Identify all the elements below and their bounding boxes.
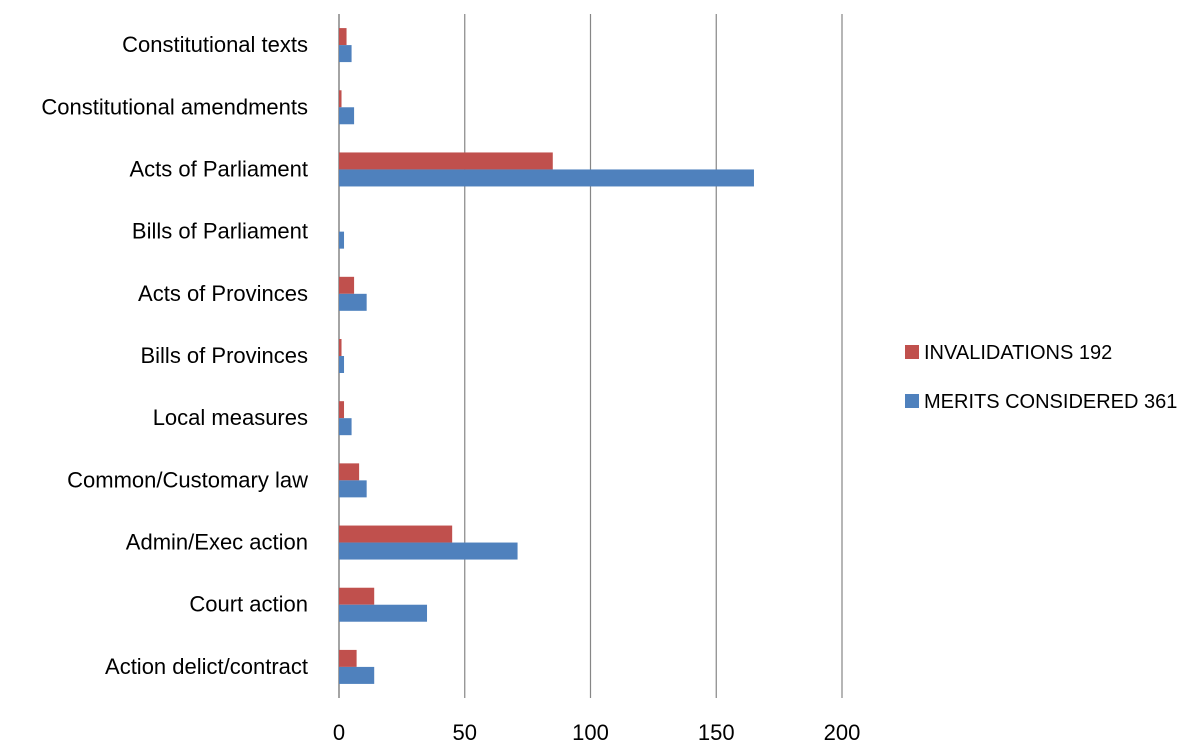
legend-swatch: [905, 345, 919, 359]
category-label: Bills of Provinces: [140, 343, 308, 368]
bar: [339, 356, 345, 373]
bar: [339, 169, 754, 187]
legend-label: INVALIDATIONS 192: [924, 342, 1112, 364]
bar: [339, 587, 375, 605]
bar: [339, 649, 357, 667]
x-tick-label: 200: [824, 720, 861, 744]
category-label: Common/Customary law: [67, 467, 308, 492]
x-tick-label: 50: [453, 720, 477, 744]
category-label: Bills of Parliament: [132, 219, 308, 244]
category-labels: Constitutional texts Constitutional amend…: [41, 32, 308, 679]
x-tick-label: 0: [333, 720, 345, 744]
bar: [339, 604, 428, 622]
bar: [339, 542, 518, 560]
x-tick-labels: 0 50 100 150 200: [333, 720, 860, 744]
bar: [339, 152, 553, 170]
bar: [339, 293, 367, 311]
bar: [339, 276, 355, 294]
category-label: Local measures: [153, 405, 308, 430]
category-label: Court action: [189, 592, 308, 617]
category-label: Constitutional texts: [122, 32, 308, 57]
bar: [339, 666, 375, 684]
bar: [339, 339, 342, 356]
x-tick-label: 150: [698, 720, 735, 744]
bar: [339, 463, 360, 481]
gridlines: [338, 14, 843, 698]
category-label: Acts of Parliament: [129, 156, 308, 181]
bars: [339, 28, 754, 684]
category-label: Admin/Exec action: [126, 530, 308, 555]
bar: [339, 480, 367, 498]
bar: [339, 107, 355, 125]
bar: [339, 28, 347, 46]
bar: [339, 401, 345, 419]
category-label: Constitutional amendments: [41, 94, 308, 119]
category-label: Acts of Provinces: [138, 281, 308, 306]
bar: [339, 525, 453, 543]
bar: [339, 418, 352, 436]
legend-swatch: [905, 394, 919, 408]
bar: [339, 90, 342, 108]
legend: INVALIDATIONS 192 MERITS CONSIDERED 361: [905, 342, 1177, 413]
legend-label: MERITS CONSIDERED 361: [924, 391, 1177, 413]
bar: [339, 231, 345, 249]
category-label: Action delict/contract: [105, 654, 308, 679]
x-tick-label: 100: [572, 720, 609, 744]
bar: [339, 45, 352, 63]
